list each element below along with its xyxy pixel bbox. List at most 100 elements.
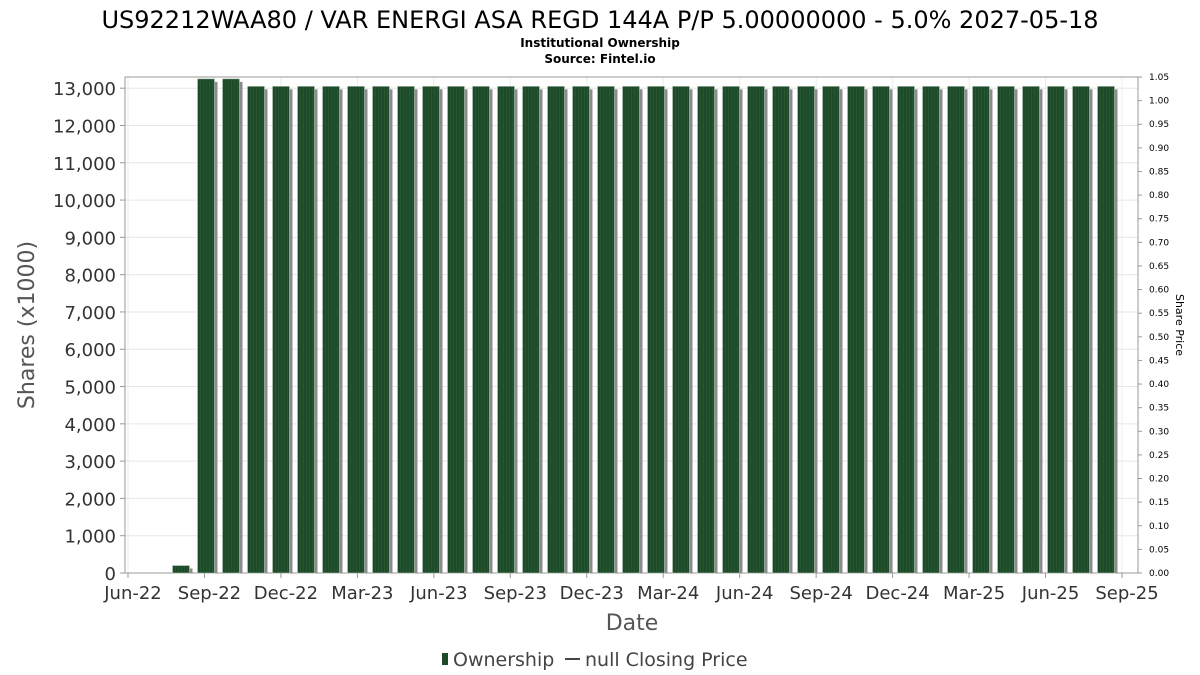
ownership-bar [322, 86, 340, 574]
y-tick-label: 9,000 [64, 228, 116, 249]
ownership-bar [197, 78, 215, 574]
ownership-bar [872, 86, 890, 574]
ownership-bar [747, 86, 765, 574]
y2-axis: 0.00 0.05 0.10 0.15 0.20 0.25 0.30 0.35 0.40 0.45… [1138, 73, 1169, 579]
x-tick-label: Sep-23 [484, 583, 547, 604]
chart-subtitle: Institutional Ownership [520, 36, 680, 50]
x-tick-label: Dec-24 [865, 583, 929, 604]
ownership-bar [947, 86, 965, 574]
y2-tick-label: 0.05 [1149, 545, 1169, 555]
ownership-bar [522, 86, 540, 574]
y-tick-label: 8,000 [64, 266, 116, 287]
y2-tick-label: 0.30 [1149, 427, 1169, 437]
ownership-bar [447, 86, 465, 574]
ownership-bar [622, 86, 640, 574]
ownership-bar [422, 86, 440, 574]
chart-source: Source: Fintel.io [544, 52, 655, 66]
ownership-bar [222, 78, 240, 574]
y2-tick-label: 0.90 [1149, 144, 1169, 154]
x-tick-label: Mar-24 [637, 583, 699, 604]
y2-tick-label: 1.05 [1149, 73, 1169, 83]
y-tick-label: 11,000 [53, 154, 116, 175]
ownership-bar [922, 86, 940, 574]
ownership-bar [547, 86, 565, 574]
ownership-bar [997, 86, 1015, 574]
ownership-bar [272, 86, 290, 574]
x-tick-label: Sep-25 [1095, 583, 1158, 604]
y2-tick-label: 0.75 [1149, 215, 1169, 225]
ownership-bar [297, 86, 315, 574]
y2-tick-label: 0.45 [1149, 356, 1169, 366]
y-tick-label: 10,000 [53, 191, 116, 212]
ownership-bar [847, 86, 865, 574]
y2-tick-label: 0.65 [1149, 262, 1169, 272]
x-tick-label: Jun-23 [409, 583, 468, 604]
y2-tick-label: 0.60 [1149, 286, 1169, 296]
y2-tick-label: 0.10 [1149, 522, 1169, 532]
ownership-bar [1047, 86, 1065, 574]
y-tick-label: 3,000 [64, 452, 116, 473]
y2-tick-label: 0.50 [1149, 333, 1169, 343]
ownership-bar [572, 86, 590, 574]
y-tick-label: 12,000 [53, 116, 116, 137]
ownership-bar [172, 565, 190, 574]
ownership-bar [472, 86, 490, 574]
y2-tick-label: 0.95 [1149, 120, 1169, 130]
ownership-bar [247, 86, 265, 574]
legend: Ownership null Closing Price [442, 649, 748, 671]
x-tick-label: Sep-24 [789, 583, 852, 604]
legend-ownership-swatch [442, 653, 448, 665]
ownership-bar [722, 86, 740, 574]
y2-tick-label: 0.80 [1149, 191, 1169, 201]
x-tick-label: Sep-22 [178, 583, 241, 604]
y-tick-label: 4,000 [64, 415, 116, 436]
y-tick-label: 7,000 [64, 303, 116, 324]
y2-tick-label: 0.55 [1149, 309, 1169, 319]
y-tick-label: 13,000 [53, 79, 116, 100]
ownership-bar [397, 86, 415, 574]
y2-tick-label: 0.20 [1149, 475, 1169, 485]
x-tick-label: Jun-22 [103, 583, 162, 604]
y2-axis-title: Share Price [1173, 294, 1186, 356]
y2-tick-label: 0.00 [1149, 569, 1169, 579]
ownership-bar [372, 86, 390, 574]
y-tick-label: 6,000 [64, 340, 116, 361]
y2-tick-label: 0.40 [1149, 380, 1169, 390]
y2-tick-label: 0.25 [1149, 451, 1169, 461]
y2-tick-label: 0.15 [1149, 498, 1169, 508]
ownership-bar [822, 86, 840, 574]
y2-tick-label: 0.35 [1149, 404, 1169, 414]
legend-price-label: null Closing Price [585, 649, 748, 671]
ownership-bar [697, 86, 715, 574]
x-axis: Jun-22 Sep-22 Dec-22 Mar-23 Jun-23 Sep-23 Dec-… [103, 573, 1159, 604]
y-axis: 0 1,000 2,000 3,000 4,000 5,000 6,000 7,000 8,00… [53, 79, 125, 585]
x-tick-label: Mar-25 [943, 583, 1005, 604]
ownership-bar [672, 86, 690, 574]
ownership-bar [1072, 86, 1090, 574]
ownership-bar [772, 86, 790, 574]
legend-ownership-label: Ownership [453, 649, 554, 671]
y2-tick-label: 1.00 [1149, 97, 1169, 107]
ownership-bar [797, 86, 815, 574]
bars [172, 78, 1118, 574]
y2-tick-label: 0.70 [1149, 238, 1169, 248]
y-tick-label: 0 [105, 564, 116, 585]
ownership-bar [1097, 86, 1115, 574]
x-tick-label: Jun-24 [715, 583, 774, 604]
ownership-bar [647, 86, 665, 574]
y-axis-title: Shares (x1000) [15, 241, 40, 409]
x-axis-title: Date [606, 611, 659, 636]
x-tick-label: Dec-23 [560, 583, 624, 604]
y-tick-label: 2,000 [64, 489, 116, 510]
ownership-bar [597, 86, 615, 574]
x-tick-label: Mar-23 [331, 583, 393, 604]
ownership-bar [897, 86, 915, 574]
y2-tick-label: 0.85 [1149, 167, 1169, 177]
x-tick-label: Jun-25 [1021, 583, 1080, 604]
chart-title: US92212WAA80 / VAR ENERGI ASA REGD 144A … [101, 6, 1098, 34]
ownership-bar [1022, 86, 1040, 574]
ownership-bar [972, 86, 990, 574]
y-tick-label: 5,000 [64, 378, 116, 399]
ownership-bar [347, 86, 365, 574]
